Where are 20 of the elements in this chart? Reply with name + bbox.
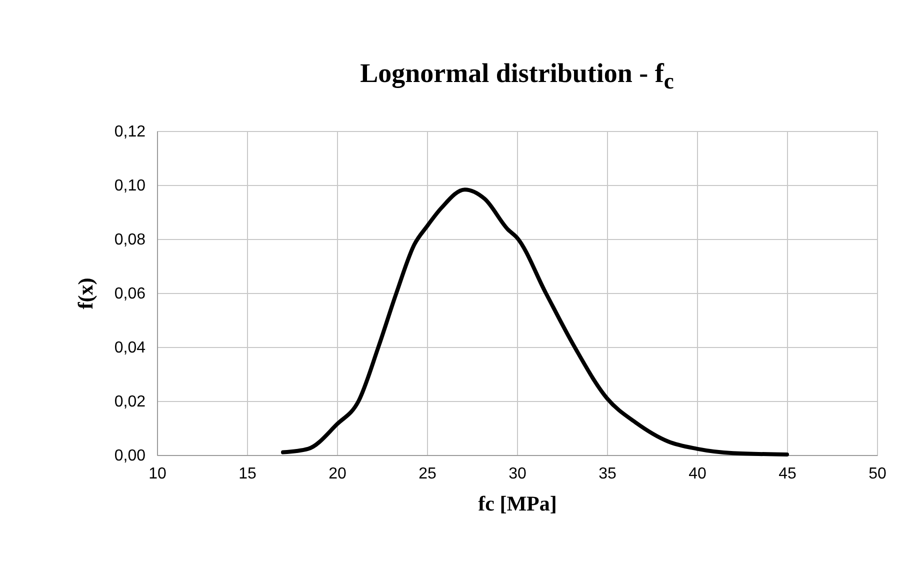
x-tick-label: 50	[868, 466, 886, 482]
y-tick-label: 0,04	[114, 340, 146, 356]
y-axis-title: f(x)	[73, 278, 98, 310]
y-tick-label: 0,00	[114, 448, 146, 464]
x-tick-label: 10	[148, 466, 166, 482]
x-tick-label: 40	[688, 466, 706, 482]
x-tick-label: 45	[778, 466, 796, 482]
y-tick-label: 0,12	[114, 124, 146, 140]
chart-title: Lognormal distribution - f$_{c}$	[359, 58, 675, 94]
x-tick-label: 30	[508, 466, 526, 482]
x-tick-label: 15	[238, 466, 256, 482]
line-series	[281, 188, 789, 456]
y-tick-label: 0,02	[114, 394, 146, 410]
y-tick-label: 0,06	[114, 286, 146, 302]
x-axis-title: fc [MPa]	[478, 492, 557, 516]
y-tick-label: 0,10	[114, 178, 146, 194]
x-tick-label: 20	[328, 466, 346, 482]
x-tick-label: 25	[418, 466, 436, 482]
y-tick-label: 0,08	[114, 232, 146, 248]
x-tick-label: 35	[598, 466, 616, 482]
